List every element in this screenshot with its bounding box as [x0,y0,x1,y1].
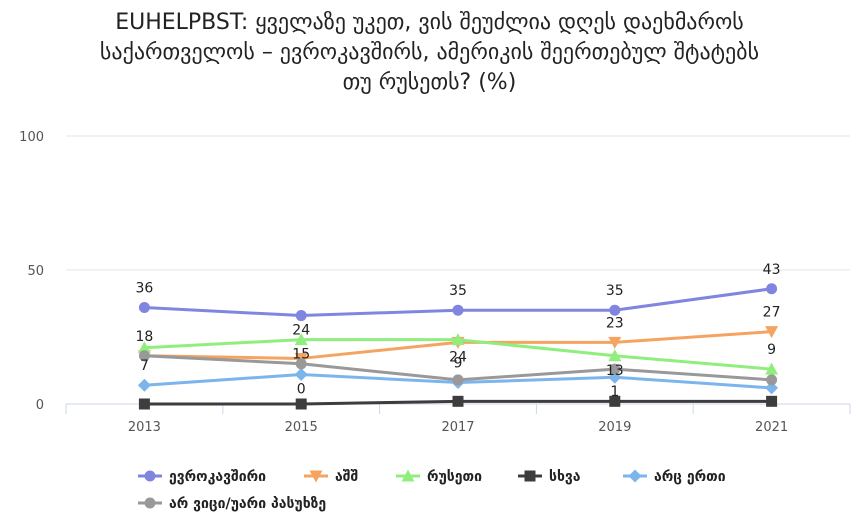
data-label: 27 [763,305,781,321]
data-point [609,363,621,375]
data-label: 36 [135,281,153,297]
legend-marker [144,497,156,509]
data-point [765,381,779,395]
y-tick-label: 0 [36,398,44,413]
legend-item-label: სხვა [549,469,581,485]
legend-marker [309,470,323,483]
data-point [608,349,622,362]
data-label: 24 [292,323,310,339]
data-label: 7 [140,358,149,374]
legend-marker [144,470,156,482]
data-label: 1 [610,384,619,400]
data-point [295,358,307,370]
data-point [451,333,465,346]
data-label: 24 [449,349,467,365]
data-label: 43 [763,262,781,278]
chart-title-line-2: საქართველოს – ევროკავშირს, ამერიკის შეერ… [99,40,760,65]
legend-marker [524,470,536,482]
y-tick-label: 100 [19,130,44,145]
data-point [138,350,150,362]
x-tick-label: 2021 [755,420,788,435]
data-point [452,374,464,386]
data-point [765,326,779,339]
legend-item-label: არც ერთი [654,469,726,485]
x-tick-label: 2015 [285,420,318,435]
data-point [609,304,621,316]
data-point [766,283,778,295]
data-label: 9 [767,342,776,358]
data-label: 0 [297,382,306,398]
x-tick-label: 2017 [441,420,474,435]
data-point [295,398,307,410]
legend-item-label: არ ვიცი/უარი პასუხზე [169,496,326,512]
data-point [294,368,308,382]
data-label: 9 [454,356,463,372]
data-point [609,395,621,407]
legend-item-label: რუსეთი [427,469,482,485]
data-point [765,362,779,375]
y-tick-label: 50 [27,264,44,279]
data-label: 15 [292,347,310,363]
data-point [138,398,150,410]
chart-title: EUHELPBST: ყველაზე უკეთ, ვის შეუძლია დღე… [0,8,859,98]
data-label: 18 [135,329,153,345]
legend-item-label: აშშ [335,469,358,485]
data-label: 35 [449,283,467,299]
x-tick-label: 2019 [598,420,631,435]
data-point [608,336,622,349]
data-point [452,304,464,316]
legend-marker [628,469,642,483]
data-point [294,333,308,346]
data-point [137,378,151,392]
x-tick-label: 2013 [128,420,161,435]
chart-title-line-1: EUHELPBST: ყველაზე უკეთ, ვის შეუძლია დღე… [115,10,744,35]
data-label: 35 [606,283,624,299]
legend-marker [401,469,415,482]
data-point [766,395,778,407]
data-point [766,374,778,386]
data-point [295,310,307,322]
data-point [138,302,150,314]
data-point [452,395,464,407]
data-label: 23 [606,315,624,331]
data-point [608,370,622,384]
chart-title-line-3: თუ რუსეთს? (%) [342,70,517,95]
data-point [137,341,151,354]
data-label: 13 [606,363,624,379]
legend-item-label: ევროკავშირი [169,469,266,485]
